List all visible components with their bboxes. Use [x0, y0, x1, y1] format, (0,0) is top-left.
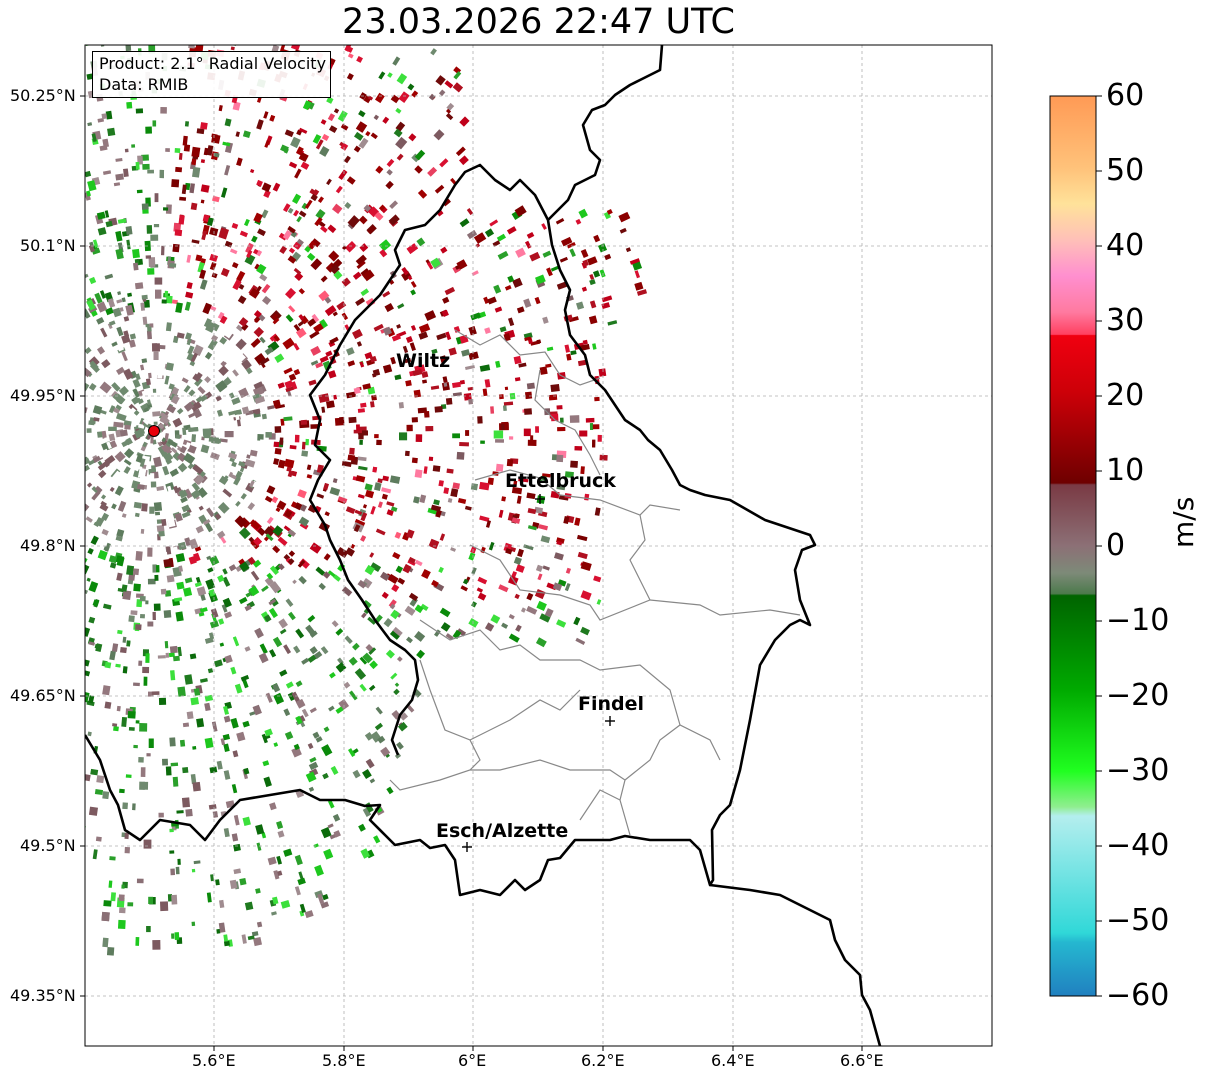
- canton-boundaries: [389, 329, 801, 836]
- colorbar-ticks: [1096, 95, 1102, 997]
- colorbar-tick-label: 50: [1106, 153, 1145, 188]
- colorbar-tick-label: 60: [1106, 78, 1145, 113]
- city-label-findel: Findel: [578, 693, 645, 715]
- colorbar-tick-label: 40: [1106, 228, 1145, 263]
- colorbar-tick-label: 0: [1106, 528, 1126, 563]
- lat-tick-label: 49.8°N: [20, 536, 76, 555]
- axis-tick-marks: [80, 95, 863, 1051]
- radar-echo-field: [85, 45, 648, 956]
- lat-tick-label: 50.1°N: [20, 236, 76, 255]
- colorbar-tick-label: −50: [1106, 903, 1170, 938]
- lat-tick-label: 49.65°N: [10, 686, 76, 705]
- colorbar-tick-label: −30: [1106, 753, 1170, 788]
- colorbar-tick-label: 10: [1106, 453, 1145, 488]
- city-label-esch: Esch/Alzette: [436, 820, 569, 842]
- lon-tick-label: 6.6°E: [840, 1051, 884, 1070]
- lat-tick-label: 49.5°N: [20, 836, 76, 855]
- plot-frame: [84, 44, 993, 1047]
- city-label-ettelbruck: Ettelbruck: [505, 470, 616, 492]
- colorbar-tick-label: −20: [1106, 678, 1170, 713]
- colorbar: [1049, 95, 1097, 997]
- colorbar-tick-label: −40: [1106, 828, 1170, 863]
- data-source-label: Data: RMIB: [99, 75, 189, 94]
- map-title: 23.03.2026 22:47 UTC: [342, 2, 735, 42]
- esch-marker: [462, 842, 472, 852]
- lon-tick-label: 6.4°E: [711, 1051, 755, 1070]
- french-border: [709, 883, 882, 1046]
- gridlines: [85, 45, 992, 1046]
- ettelbruck-marker: [535, 494, 545, 504]
- lat-tick-label: 50.25°N: [10, 86, 76, 105]
- lon-tick-label: 5.8°E: [322, 1051, 366, 1070]
- colorbar-tick-label: 20: [1106, 378, 1145, 413]
- findel-marker: [605, 716, 615, 726]
- german-border: [547, 45, 664, 221]
- lon-tick-label: 5.6°E: [192, 1051, 236, 1070]
- colorbar-tick-label: −10: [1106, 603, 1170, 638]
- lon-tick-label: 6.2°E: [581, 1051, 625, 1070]
- colorbar-unit-label: m/s: [1167, 496, 1200, 548]
- product-label: Product: 2.1° Radial Velocity: [99, 54, 327, 73]
- lat-tick-label: 49.35°N: [10, 986, 76, 1005]
- colorbar-tick-label: 30: [1106, 303, 1145, 338]
- radar-site-marker: [148, 425, 160, 437]
- city-markers: [462, 494, 615, 852]
- product-info-box: Product: 2.1° Radial Velocity Data: RMIB: [92, 51, 332, 98]
- city-label-wiltz: Wiltz: [396, 350, 451, 372]
- lon-tick-label: 6°E: [458, 1051, 487, 1070]
- colorbar-tick-label: −60: [1106, 978, 1170, 1013]
- lat-tick-label: 49.95°N: [10, 386, 76, 405]
- national-border: [85, 163, 817, 897]
